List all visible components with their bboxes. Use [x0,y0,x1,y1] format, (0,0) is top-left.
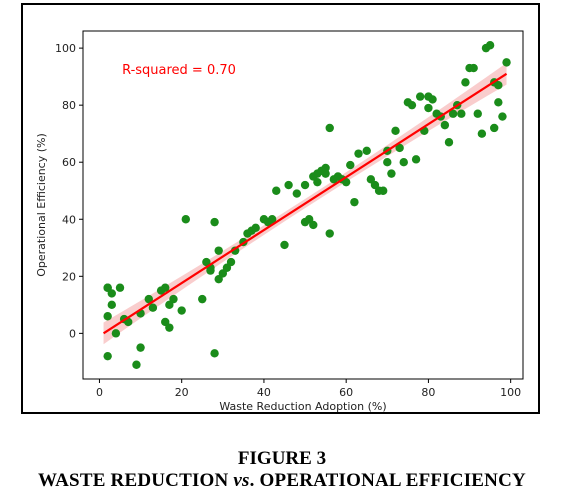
data-point [461,78,470,87]
data-point [267,215,277,224]
x-tick-label: 100 [500,386,521,399]
data-point [341,177,351,187]
data-point [415,92,425,101]
data-point [206,266,215,275]
x-axis-label: Waste Reduction Adoption (%) [219,400,386,412]
data-point [494,80,503,90]
data-point [391,126,400,136]
data-point [148,303,158,312]
y-tick-label: 20 [62,270,76,283]
data-point [272,186,281,195]
data-point [210,217,219,227]
figure-title-part2: . OPERATIONAL EFFICIENCY [249,470,526,491]
data-point [395,143,404,153]
ticks-layer: 0 20 40 60 80 100 0 20 40 60 80 100 [55,42,521,399]
data-point [383,158,392,167]
data-point [428,95,437,104]
data-point [309,220,318,230]
data-point [226,257,236,267]
fit-line-layer [102,72,508,335]
data-point [251,223,260,233]
x-tick-label: 0 [96,386,103,399]
data-point [161,283,170,292]
data-point [198,294,207,304]
data-point [325,123,334,133]
x-tick-label: 80 [421,386,435,399]
figure-frame: 0 20 40 60 80 100 0 20 40 60 80 100 R-squared = 0.7… [21,3,540,414]
scatter-chart: 0 20 40 60 80 100 0 20 40 60 80 100 R-squared = 0.7… [35,30,524,412]
data-point [210,349,219,358]
fit-line [102,72,508,335]
data-point [378,186,388,195]
y-tick-label: 80 [62,99,76,112]
data-point [321,163,330,173]
y-tick-label: 40 [62,213,76,226]
data-point [169,294,178,304]
data-point [177,306,186,315]
x-tick-label: 40 [257,386,271,399]
y-tick-label: 0 [69,327,76,340]
data-point [292,189,302,198]
data-point [498,112,507,121]
data-point [103,312,112,321]
y-tick-label: 60 [62,156,76,169]
data-point [284,180,293,190]
x-tick-label: 20 [175,386,189,399]
data-point [485,41,495,50]
data-point [111,329,121,338]
figure-label: FIGURE 3 [237,448,327,469]
data-point [300,180,310,190]
figure-title-vs: vs [233,470,250,491]
data-point [362,146,371,156]
data-point [103,351,112,361]
data-point [325,229,334,238]
data-point [399,158,408,167]
data-point [502,58,511,67]
data-point [280,240,289,250]
y-axis-label: Operational Efficiency (%) [35,133,48,277]
data-point [132,360,141,369]
data-point [469,63,478,73]
data-point [457,109,466,118]
data-point [107,300,116,310]
data-point [448,109,458,118]
data-point [473,109,482,118]
data-point [313,177,322,187]
data-point [214,246,223,255]
data-point [136,343,145,352]
data-point [444,138,454,147]
data-point [115,283,125,292]
data-point [411,155,421,164]
y-tick-label: 100 [55,42,76,55]
data-point [490,123,499,133]
data-point [477,129,487,138]
data-point [144,294,153,304]
data-point [103,283,112,292]
data-point [494,98,503,107]
data-point [181,215,191,224]
data-point [440,120,450,130]
figure-title-part1: WASTE REDUCTION [38,470,234,491]
data-point [165,323,174,332]
r-squared-annotation: R-squared = 0.70 [122,63,236,78]
data-point [346,160,355,170]
x-tick-label: 60 [339,386,353,399]
data-point [350,197,359,207]
data-point [387,169,396,178]
data-point [407,100,417,110]
data-point [424,103,433,113]
figure-title: WASTE REDUCTION vs. OPERATIONAL EFFICIEN… [0,470,564,492]
data-point [354,149,363,158]
